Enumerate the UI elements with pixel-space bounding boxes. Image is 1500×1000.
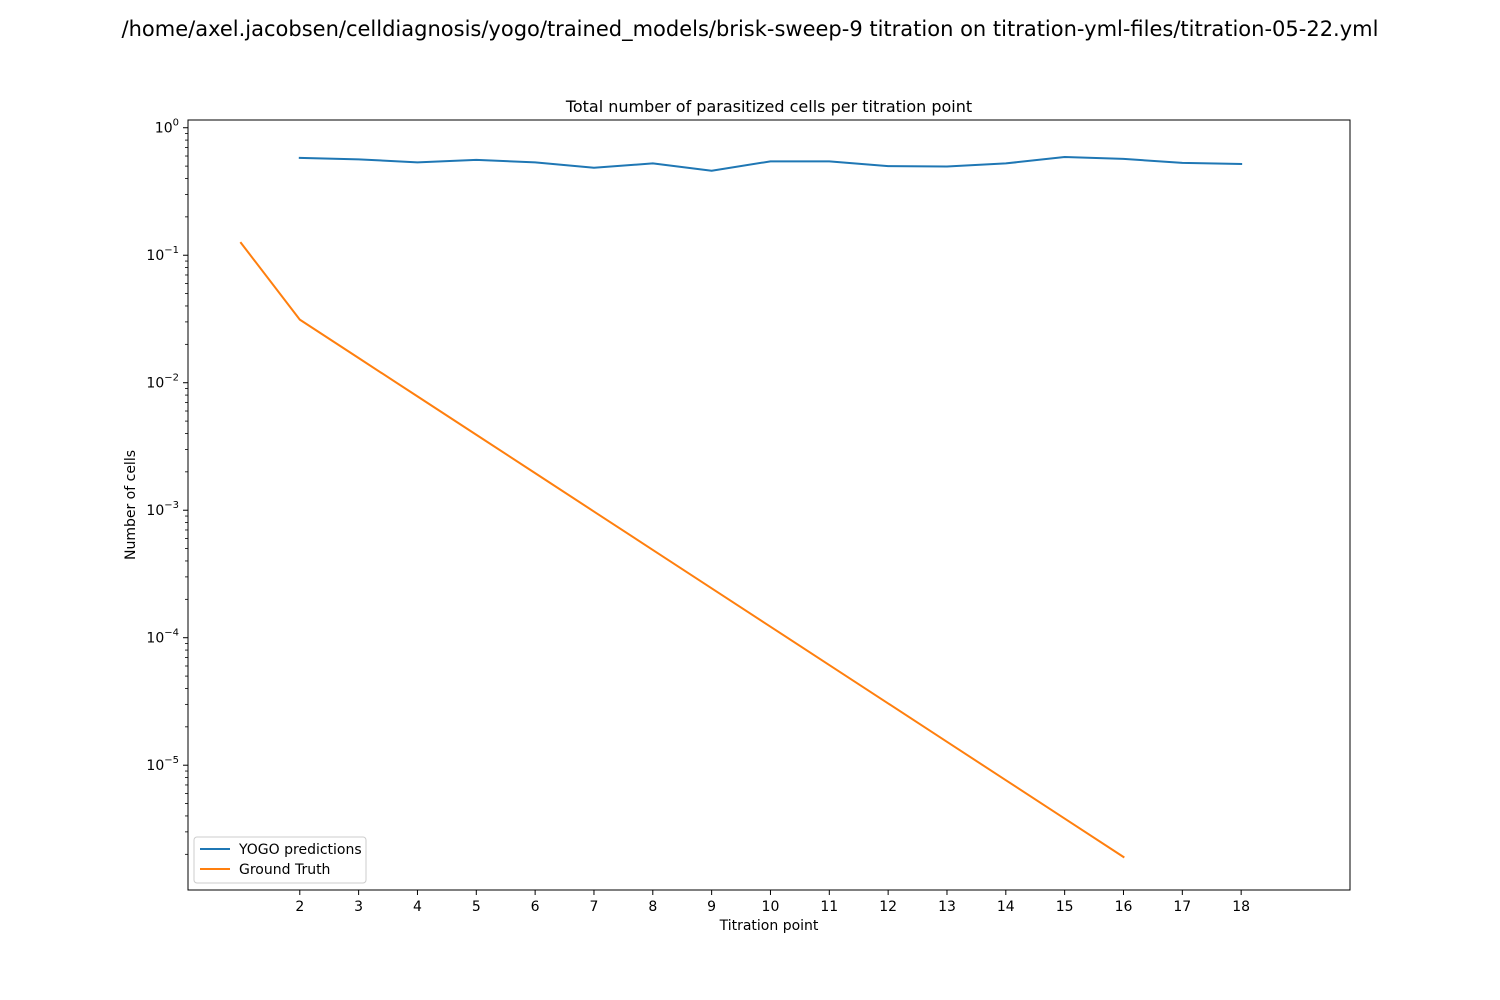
x-tick-label: 13 (938, 899, 956, 915)
series-line-ground-truth (239, 241, 1125, 859)
chart-title: Total number of parasitized cells per ti… (565, 97, 972, 116)
x-tick-label: 4 (413, 899, 422, 915)
x-tick-label: 9 (707, 899, 716, 915)
x-tick-label: 17 (1173, 899, 1191, 915)
y-tick-label: 100 (155, 118, 179, 137)
x-axis-label: Titration point (719, 918, 819, 934)
y-axis-ticks: 100 10−1 10−2 10−3 10−4 10−5 (146, 118, 188, 855)
x-tick-label: 5 (472, 899, 481, 915)
x-tick-label: 3 (354, 899, 363, 915)
figure-suptitle: /home/axel.jacobsen/celldiagnosis/yogo/t… (122, 17, 1379, 42)
x-tick-label: 11 (820, 899, 838, 915)
x-tick-label: 15 (1056, 899, 1074, 915)
x-tick-label: 2 (295, 899, 304, 915)
y-tick-label: 10−5 (146, 755, 179, 774)
x-axis-ticks: 2 3 4 5 6 7 8 9 10 11 12 13 14 15 16 17 18 (295, 890, 1250, 915)
x-tick-label: 10 (762, 899, 780, 915)
x-tick-label: 12 (879, 899, 897, 915)
legend-label: Ground Truth (239, 862, 330, 878)
axes-frame (187, 119, 1351, 891)
x-tick-label: 6 (531, 899, 540, 915)
y-tick-label: 10−1 (146, 245, 179, 264)
legend: YOGO predictions Ground Truth (193, 836, 367, 884)
y-tick-label: 10−2 (146, 373, 179, 392)
y-tick-label: 10−3 (146, 500, 179, 519)
x-tick-label: 16 (1115, 899, 1133, 915)
plot-area (239, 155, 1243, 859)
legend-label: YOGO predictions (238, 842, 362, 858)
y-tick-label: 10−4 (146, 628, 179, 647)
series-line-yogo-predictions (298, 155, 1243, 172)
y-axis-label: Number of cells (123, 450, 139, 560)
legend-box (193, 836, 367, 884)
x-tick-label: 14 (997, 899, 1015, 915)
x-tick-label: 8 (648, 899, 657, 915)
x-tick-label: 18 (1232, 899, 1250, 915)
x-tick-label: 7 (590, 899, 599, 915)
